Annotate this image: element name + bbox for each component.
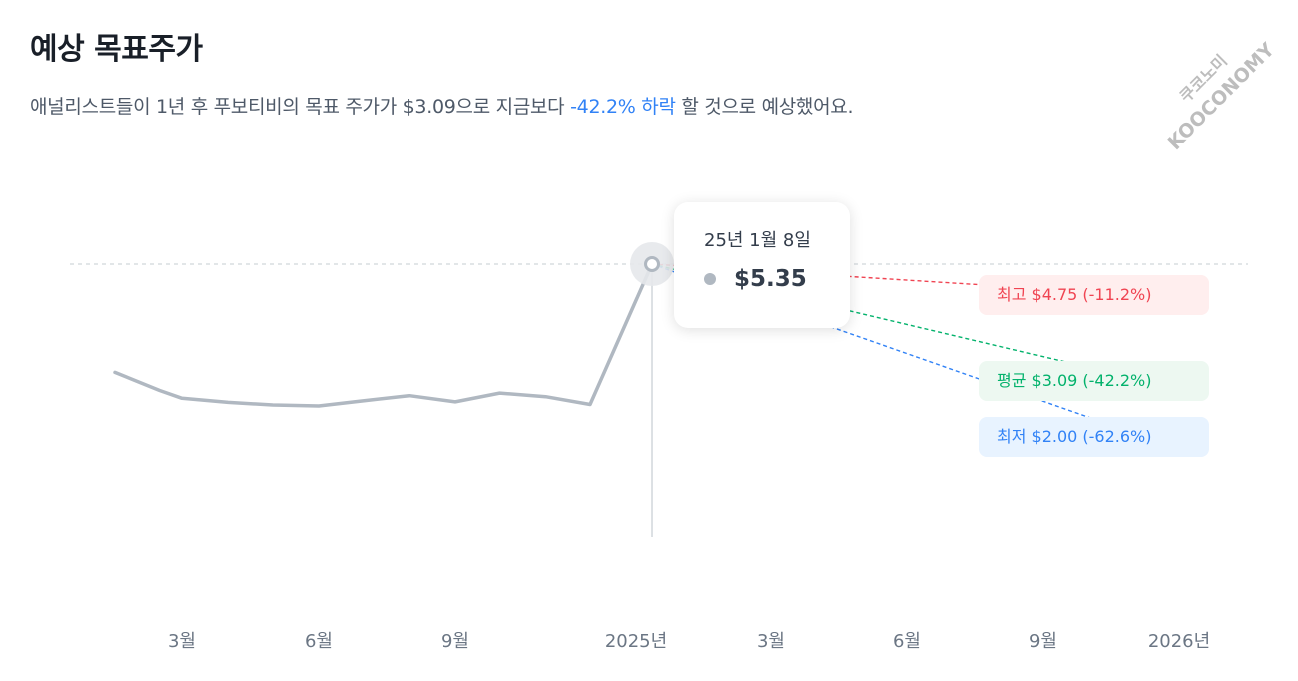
x-tick-label: 2026년 xyxy=(1148,631,1210,652)
tooltip-series-dot xyxy=(704,273,716,285)
projection-label-low: 최저 $2.00 (-62.6%) xyxy=(979,417,1209,457)
subtitle-text: 애널리스트들이 1년 후 푸보티비의 목표 주가가 $3.09으로 지금보다 xyxy=(30,96,571,118)
x-tick-label: 3월 xyxy=(757,631,785,652)
tooltip-date: 25년 1월 8일 xyxy=(704,230,811,251)
projection-label-high: 최고 $4.75 (-11.2%) xyxy=(979,274,1209,315)
current-point xyxy=(644,256,661,272)
subtitle-text-end: 할 것으로 예상했어요. xyxy=(675,96,854,118)
x-tick-label: 9월 xyxy=(441,631,469,652)
tooltip-value: $5.35 xyxy=(734,266,807,292)
page-title: 예상 목표주가 xyxy=(30,32,203,67)
x-tick-label: 9월 xyxy=(1029,631,1057,652)
page-subtitle: 애널리스트들이 1년 후 푸보티비의 목표 주가가 $3.09으로 지금보다 -… xyxy=(30,92,854,119)
projection-line-high xyxy=(651,263,1145,296)
x-tick-label: 6월 xyxy=(305,631,333,652)
projection-label-avg: 평균 $3.09 (-42.2%) xyxy=(979,360,1209,401)
price-tooltip: 25년 1월 8일 $5.35 xyxy=(674,202,850,328)
price-line xyxy=(113,262,654,408)
x-tick-label: 6월 xyxy=(893,631,921,652)
subtitle-highlight: -42.2% 하락 xyxy=(570,96,676,118)
x-tick-label: 3월 xyxy=(168,631,196,652)
x-tick-label: 2025년 xyxy=(605,631,667,652)
